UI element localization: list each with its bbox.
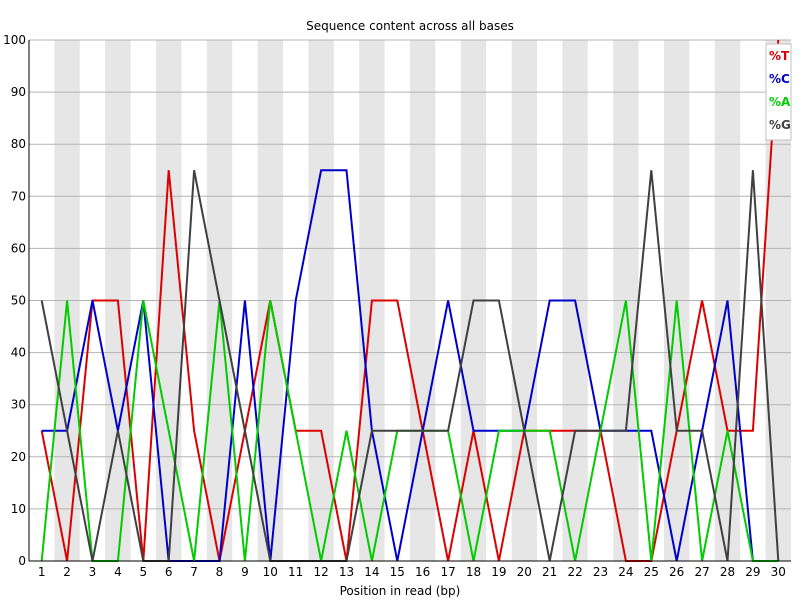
x-tick-label: 28 (720, 565, 735, 579)
x-tick-label: 29 (745, 565, 760, 579)
x-tick-label: 18 (466, 565, 481, 579)
y-tick-label: 20 (11, 450, 26, 464)
legend-entry: %T (769, 49, 790, 63)
x-tick-label: 24 (618, 565, 633, 579)
x-tick-label: 22 (567, 565, 582, 579)
y-tick-label: 40 (11, 346, 26, 360)
legend: %T %C %A %G (765, 43, 792, 141)
y-tick-labels: 0 10 20 30 40 50 60 70 80 90 100 (3, 33, 26, 568)
x-tick-label: 4 (114, 565, 122, 579)
x-tick-label: 10 (263, 565, 278, 579)
x-tick-label: 12 (313, 565, 328, 579)
y-tick-label: 30 (11, 398, 26, 412)
x-tick-label: 25 (644, 565, 659, 579)
gridlines (29, 39, 791, 510)
legend-entry: %A (769, 95, 791, 109)
x-tick-label: 19 (491, 565, 506, 579)
x-tick-label: 23 (593, 565, 608, 579)
y-tick-label: 60 (11, 241, 26, 255)
x-tick-label: 13 (339, 565, 354, 579)
x-tick-label: 30 (771, 565, 786, 579)
chart-title: Sequence content across all bases (306, 19, 514, 33)
x-tick-label: 16 (415, 565, 430, 579)
x-tick-label: 20 (517, 565, 532, 579)
y-tick-label: 90 (11, 85, 26, 99)
x-tick-label: 7 (190, 565, 198, 579)
x-tick-labels: 1 2 3 4 5 6 7 8 9 10 11 12 13 14 15 16 17 18 19 20 21 22 23 24 2… (38, 565, 786, 579)
x-tick-label: 1 (38, 565, 46, 579)
legend-entry: %C (769, 72, 790, 86)
x-tick-label: 5 (139, 565, 147, 579)
x-axis-label: Position in read (bp) (340, 584, 461, 598)
x-tick-label: 9 (241, 565, 249, 579)
y-tick-label: 80 (11, 137, 26, 151)
legend-entry: %G (769, 118, 791, 132)
y-tick-label: 0 (18, 554, 26, 568)
legend-box (765, 43, 792, 141)
series-line-pct-c (41, 169, 779, 562)
y-tick-label: 70 (11, 189, 26, 203)
y-tick-label: 100 (3, 33, 26, 47)
x-tick-label: 6 (165, 565, 173, 579)
x-tick-label: 11 (288, 565, 303, 579)
x-tick-label: 15 (390, 565, 405, 579)
x-tick-label: 2 (63, 565, 71, 579)
x-tick-label: 3 (89, 565, 97, 579)
x-tick-label: 27 (694, 565, 709, 579)
series-line-pct-t (40, 39, 780, 562)
x-tick-label: 14 (364, 565, 379, 579)
y-tick-label: 50 (11, 294, 26, 308)
x-tick-label: 8 (216, 565, 224, 579)
y-tick-label: 10 (11, 502, 26, 516)
axes (28, 40, 791, 562)
x-tick-label: 17 (440, 565, 455, 579)
x-tick-label: 21 (542, 565, 557, 579)
x-tick-label: 26 (669, 565, 684, 579)
